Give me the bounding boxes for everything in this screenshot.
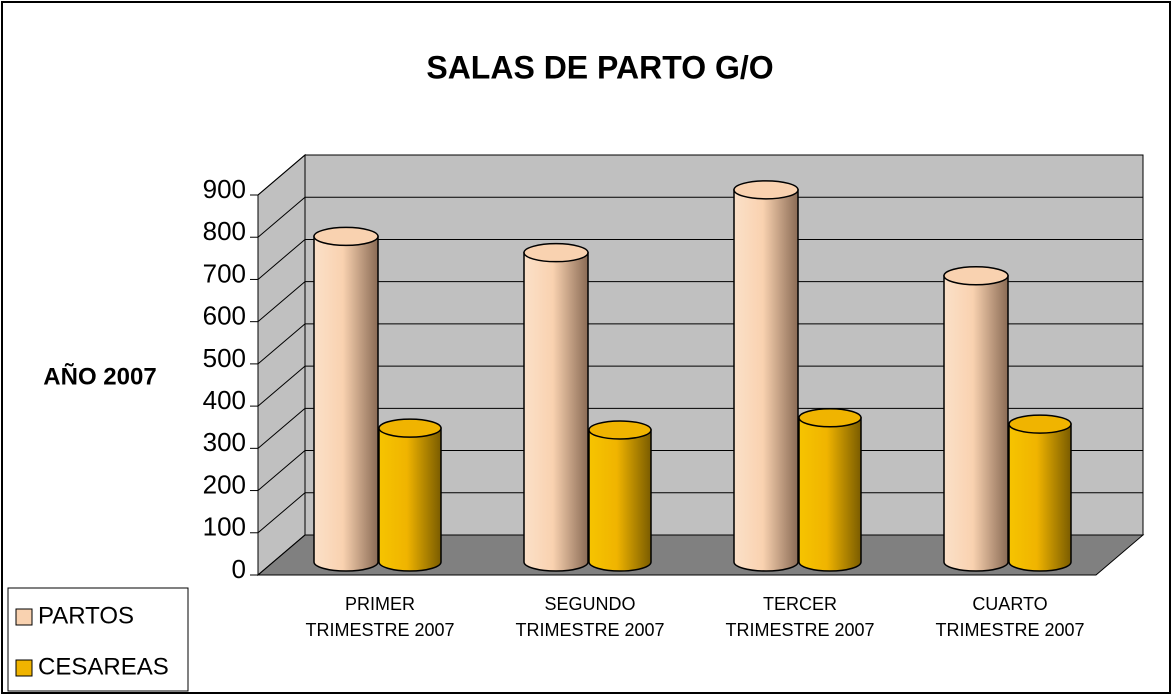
legend-swatch — [15, 659, 33, 677]
bar-top — [378, 418, 442, 438]
y-tick-label: 100 — [203, 512, 246, 542]
grid-line — [257, 281, 1143, 323]
bar-top — [313, 226, 379, 247]
bar — [313, 235, 379, 572]
legend-label: CESAREAS — [38, 653, 169, 680]
bar-top — [943, 265, 1009, 286]
x-tick-label: CUARTO TRIMESTRE 2007 — [935, 594, 1084, 640]
side-wall — [257, 153, 306, 577]
x-tick-label: PRIMER TRIMESTRE 2007 — [305, 594, 454, 640]
grid-line — [257, 450, 1143, 491]
bar-top — [733, 180, 799, 200]
legend-swatch — [15, 608, 33, 626]
y-tick-label: 0 — [232, 554, 246, 584]
y-tick-label: 900 — [203, 174, 246, 204]
bar-top — [523, 242, 589, 263]
legend-label: PARTOS — [38, 602, 134, 629]
legend — [7, 587, 189, 692]
bar — [1008, 423, 1072, 572]
bar — [733, 189, 799, 572]
bar-top — [588, 420, 652, 440]
grid-line — [257, 407, 1143, 449]
y-axis-title: AÑO 2007 — [43, 362, 156, 390]
bar — [798, 416, 862, 572]
bar-top — [798, 407, 862, 428]
bar-top — [1008, 414, 1072, 434]
grid-line — [257, 154, 1143, 196]
y-tick-label: 600 — [203, 301, 246, 331]
grid-line — [257, 196, 1143, 238]
grid-line — [257, 238, 1143, 280]
chart-title: SALAS DE PARTO G/O — [426, 49, 773, 85]
y-tick-label: 500 — [203, 343, 246, 373]
grid-line — [257, 365, 1143, 407]
y-tick-label: 300 — [203, 427, 246, 457]
y-tick-label: 800 — [203, 216, 246, 246]
grid-line — [257, 492, 1143, 534]
y-tick-label: 700 — [203, 258, 246, 288]
bar — [588, 429, 652, 572]
y-tick-label: 400 — [203, 385, 246, 415]
grid-line — [257, 323, 1143, 365]
bar — [523, 251, 589, 572]
x-tick-label: TERCER TRIMESTRE 2007 — [725, 594, 874, 640]
bar — [378, 427, 442, 572]
x-tick-label: SEGUNDO TRIMESTRE 2007 — [515, 594, 664, 640]
bar — [943, 274, 1009, 572]
y-tick-label: 200 — [203, 469, 246, 499]
grid-line — [257, 534, 1143, 576]
